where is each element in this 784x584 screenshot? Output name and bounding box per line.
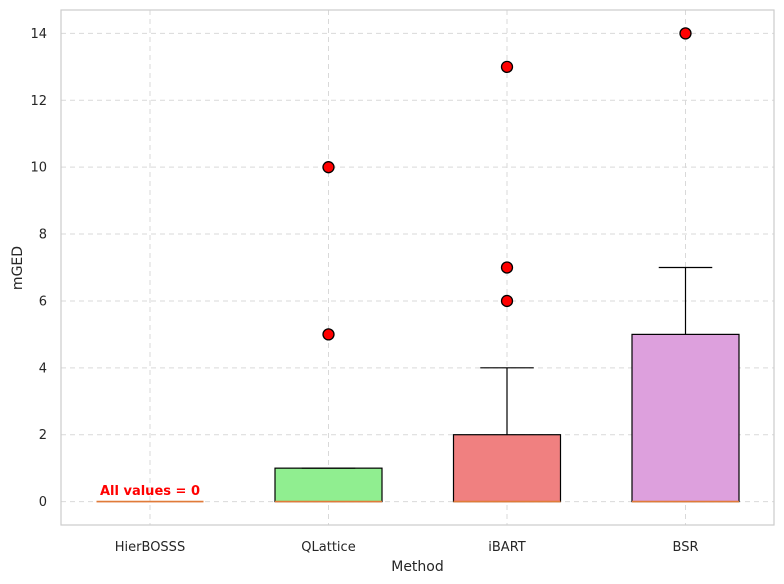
outlier-point — [500, 294, 514, 308]
boxes — [96, 266, 740, 503]
box-body — [452, 434, 562, 503]
y-axis-title: mGED — [10, 246, 26, 290]
x-tick-labels: HierBOSSS QLattice iBART BSR — [115, 540, 699, 555]
box-body — [631, 333, 740, 503]
box-body — [274, 467, 383, 503]
x-tick-label: BSR — [673, 540, 699, 555]
outlier-point — [679, 27, 692, 40]
y-tick-label: 2 — [39, 428, 47, 443]
outlier-point — [500, 261, 514, 274]
y-tick-labels: 0 2 4 6 8 10 12 14 — [30, 27, 47, 510]
outlier-point — [322, 328, 335, 341]
y-tick-label: 0 — [39, 495, 47, 510]
y-tick-label: 4 — [39, 361, 47, 376]
box-qlattice — [274, 467, 383, 503]
annotation-label: All values = 0 — [100, 484, 200, 499]
y-tick-label: 12 — [30, 94, 47, 109]
box-ibart — [452, 367, 562, 503]
annotations: All values = 0 — [100, 484, 200, 499]
outlier-point — [322, 161, 335, 174]
x-tick-label: QLattice — [301, 540, 355, 555]
x-axis-title: Method — [391, 559, 444, 575]
box-hierbosss — [96, 500, 204, 503]
y-tick-label: 8 — [39, 228, 47, 243]
x-tick-label: HierBOSSS — [115, 540, 185, 555]
y-tick-label: 10 — [30, 161, 47, 176]
plot-frame — [60, 9, 775, 526]
outlier-point — [500, 60, 514, 74]
outliers — [322, 27, 692, 341]
y-tick-label: 14 — [30, 27, 47, 42]
box-bsr — [631, 266, 740, 503]
x-tick-label: iBART — [488, 540, 526, 555]
y-tick-label: 6 — [39, 294, 47, 309]
